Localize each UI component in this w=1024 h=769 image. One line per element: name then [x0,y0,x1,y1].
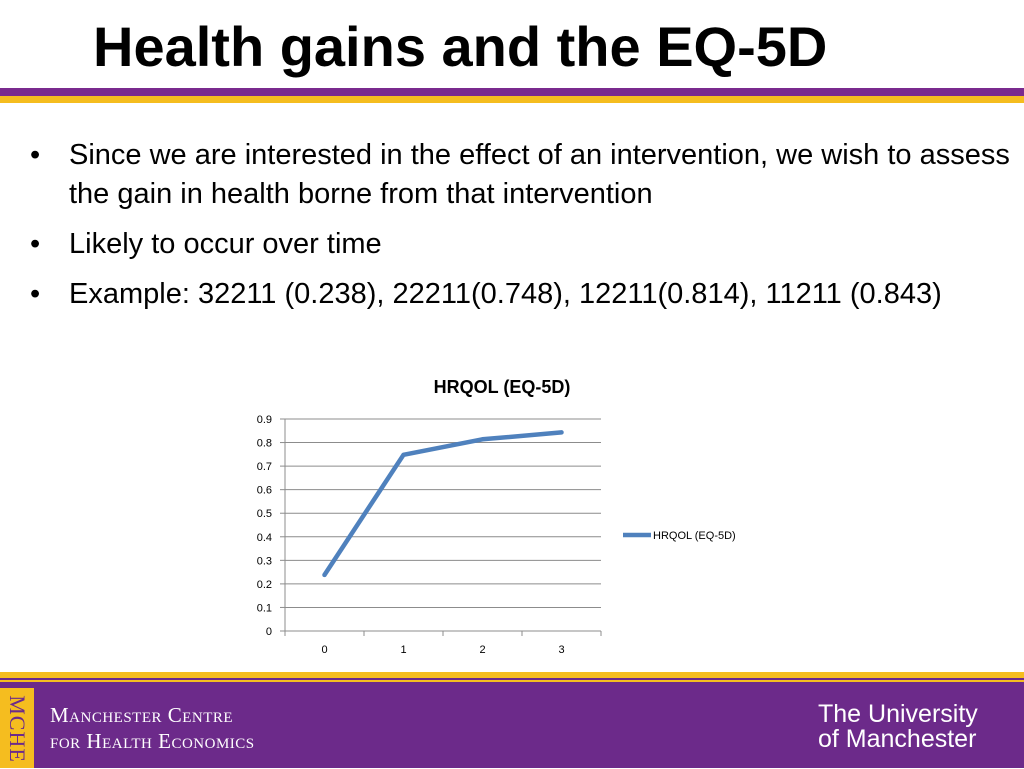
chart-gridlines [285,418,601,608]
footer-gold-thin-stripe [0,680,1024,682]
chart-title: HRQOL (EQ-5D) [434,377,571,397]
centre-name-line2: for Health Economics [50,729,255,753]
bullet-text: Since we are interested in the effect of… [69,139,1010,210]
x-tick-label: 1 [400,644,406,656]
series-line [322,430,564,578]
y-tick-label: 0.8 [257,438,272,450]
chart-legend: HRQOL (EQ-5D) [623,530,736,542]
hrqol-line-chart: HRQOL (EQ-5D) 00.10.20.30.40.50.60.70.80… [257,377,736,656]
bullet-list: • Since we are interested in the effect … [30,136,1010,325]
bullet-marker: • [30,278,41,310]
university-line2: of Manchester [818,725,977,753]
footer-gold-stripe [0,672,1024,678]
slide-title: Health gains and the EQ-5D [93,15,828,78]
x-tick-label: 0 [321,644,327,656]
mche-logo-box [0,688,34,768]
y-tick-label: 0.5 [257,508,272,520]
data-point [559,430,564,435]
bullet-marker: • [30,139,41,171]
footer-band [0,672,1024,768]
chart-axes: 0 0.1 0.2 0.3 0.4 0.5 0.6 0.7 0.8 0.9 0 1 2 3 [257,414,602,656]
y-tick-label: 0.1 [257,602,272,614]
y-tick-label: 0.2 [257,579,272,591]
centre-name-line1: Manchester Centre [50,703,234,727]
y-tick-label: 0.3 [257,555,272,567]
manchester-centre-logo: Manchester Centre for Health Economics [50,702,255,754]
data-point [322,572,327,577]
university-line1: The University [818,700,978,728]
legend-label: HRQOL (EQ-5D) [653,530,736,542]
title-divider-gold [0,96,1024,103]
y-tick-label: 0.9 [257,414,272,426]
bullet-item: • Since we are interested in the effect … [30,136,1010,214]
bullet-text: Likely to occur over time [69,228,382,260]
bullet-item: • Example: 32211 (0.238), 22211(0.748), … [30,275,1010,314]
y-tick-label: 0.6 [257,485,272,497]
mche-logo-text: MCHE [5,695,30,763]
y-tick-label: 0.7 [257,461,272,473]
x-tick-label: 3 [558,644,564,656]
data-point [480,437,485,442]
y-tick-label: 0 [266,626,272,638]
bullet-item: • Likely to occur over time [30,225,1010,264]
data-point [401,452,406,457]
y-tick-label: 0.4 [257,532,272,544]
chart-series [322,430,564,578]
title-divider-purple [0,88,1024,96]
university-of-manchester-logo: The University of Manchester [818,702,978,752]
bullet-text: Example: 32211 (0.238), 22211(0.748), 12… [69,278,942,310]
x-tick-label: 2 [479,644,485,656]
bullet-marker: • [30,228,41,260]
